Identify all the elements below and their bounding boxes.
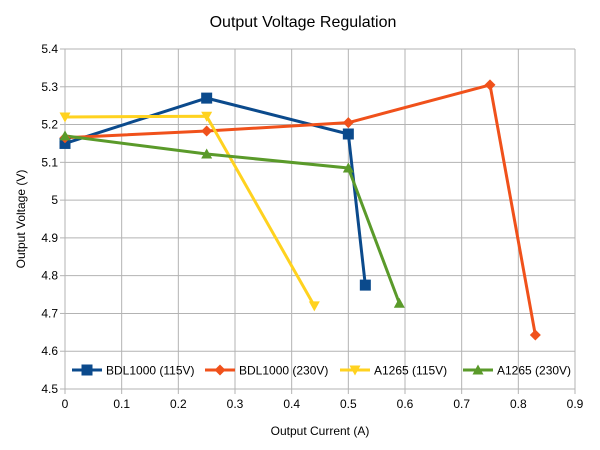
data-point (59, 112, 71, 123)
legend-label: A1265 (115V) (374, 364, 447, 378)
data-point (59, 137, 71, 149)
chart-title: Output Voltage Regulation (210, 14, 397, 31)
y-tick-label: 5.1 (41, 155, 58, 169)
x-tick-label: 0.1 (113, 397, 130, 411)
legend-marker (214, 364, 226, 376)
data-point (308, 301, 320, 312)
axes (60, 48, 576, 394)
data-point (342, 162, 354, 173)
series-lines (64, 83, 537, 336)
legend-marker (81, 364, 93, 376)
data-point (201, 148, 213, 159)
y-axis-label: Output Voltage (V) (14, 170, 28, 269)
x-tick-labels: 0 0.1 0.2 0.3 0.4 0.5 0.6 0.7 0.8 0.9 (62, 397, 584, 411)
x-tick-label: 0.8 (510, 397, 527, 411)
data-point (359, 279, 371, 291)
data-point (342, 128, 354, 140)
legend-marker (472, 364, 484, 375)
data-point (201, 111, 213, 122)
gridlines (64, 48, 576, 390)
y-tick-label: 5.3 (41, 80, 58, 94)
data-point (393, 297, 405, 308)
data-point (529, 329, 541, 341)
y-tick-label: 5.4 (41, 42, 58, 56)
x-tick-label: 0.3 (227, 397, 244, 411)
x-tick-label: 0.7 (453, 397, 470, 411)
legend: BDL1000 (115V) BDL1000 (230V) A1265 (115V)… (72, 364, 571, 378)
legend-label: A1265 (230V) (497, 364, 571, 378)
legend-label: BDL1000 (230V) (239, 364, 328, 378)
data-point (59, 130, 71, 141)
x-tick-label: 0.6 (397, 397, 414, 411)
y-tick-label: 4.8 (41, 269, 58, 283)
x-axis-label: Output Current (A) (271, 424, 370, 438)
y-tick-label: 4.9 (41, 231, 58, 245)
y-tick-label: 4.5 (41, 382, 58, 396)
legend-item: BDL1000 (115V) (72, 364, 195, 378)
series-line-3 (64, 114, 316, 307)
y-tick-label: 5.2 (41, 118, 58, 132)
legend-label: BDL1000 (115V) (106, 364, 195, 378)
data-point (201, 125, 213, 137)
x-tick-label: 0.2 (170, 397, 187, 411)
y-tick-labels: 4.5 4.6 4.7 4.8 4.9 5 5.1 5.2 5.3 5.4 (41, 42, 58, 396)
legend-item: BDL1000 (230V) (205, 364, 328, 378)
x-tick-label: 0.4 (283, 397, 300, 411)
legend-item: A1265 (115V) (340, 364, 447, 378)
legend-marker (349, 365, 361, 376)
x-tick-label: 0 (62, 397, 69, 411)
y-tick-label: 4.7 (41, 306, 58, 320)
series-line-4 (64, 134, 401, 304)
series-line-1 (64, 96, 367, 286)
series-markers (59, 79, 541, 341)
x-tick-label: 0.5 (340, 397, 357, 411)
x-tick-label: 0.9 (567, 397, 584, 411)
data-point (342, 117, 354, 129)
data-point (484, 79, 496, 91)
y-tick-label: 4.6 (41, 344, 58, 358)
legend-item: A1265 (230V) (463, 364, 571, 378)
data-point (201, 92, 213, 104)
y-tick-label: 5 (51, 193, 58, 207)
